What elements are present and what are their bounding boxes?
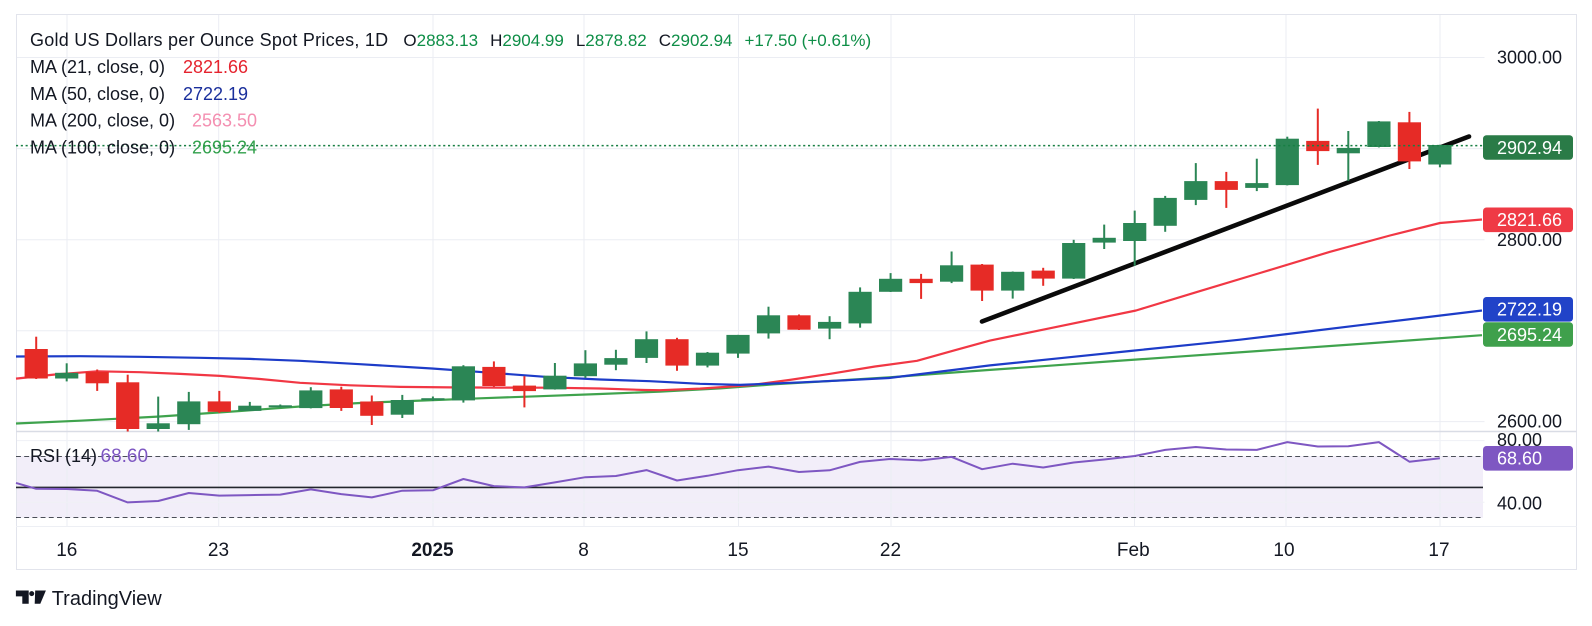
svg-text:16: 16 [56,540,77,561]
svg-text:17: 17 [1428,540,1449,561]
svg-text:Gold US Dollars per Ounce Spot: Gold US Dollars per Ounce Spot Prices, 1… [30,30,871,50]
svg-text:2695.24: 2695.24 [1497,325,1562,345]
svg-text:MA (21, close, 0): MA (21, close, 0) [30,57,165,77]
svg-text:2722.19: 2722.19 [1497,300,1562,320]
svg-text:2563.50: 2563.50 [192,111,257,131]
svg-text:Feb: Feb [1117,540,1150,561]
svg-text:22: 22 [880,540,901,561]
svg-text:2025: 2025 [411,540,454,561]
svg-text:2821.66: 2821.66 [1497,210,1562,230]
svg-text:RSI (14): RSI (14) [30,446,97,466]
svg-text:2800.00: 2800.00 [1497,230,1562,250]
svg-text:40.00: 40.00 [1497,493,1542,513]
svg-text:15: 15 [727,540,748,561]
svg-text:2695.24: 2695.24 [192,137,257,157]
svg-text:68.60: 68.60 [1497,449,1542,469]
svg-text:2722.19: 2722.19 [183,84,248,104]
svg-text:2821.66: 2821.66 [183,57,248,77]
svg-text:MA (50, close, 0): MA (50, close, 0) [30,84,165,104]
svg-text:68.60: 68.60 [101,446,149,467]
svg-text:2600.00: 2600.00 [1497,411,1562,431]
svg-text:MA (200, close, 0): MA (200, close, 0) [30,111,175,131]
svg-text:2902.94: 2902.94 [1497,138,1562,158]
svg-text:3000.00: 3000.00 [1497,48,1562,68]
svg-text:MA (100, close, 0): MA (100, close, 0) [30,137,175,157]
svg-text:23: 23 [208,540,229,561]
svg-text:10: 10 [1273,540,1294,561]
svg-text:8: 8 [578,540,589,561]
svg-text:80.00: 80.00 [1497,430,1542,450]
svg-text:TradingView: TradingView [52,588,163,610]
